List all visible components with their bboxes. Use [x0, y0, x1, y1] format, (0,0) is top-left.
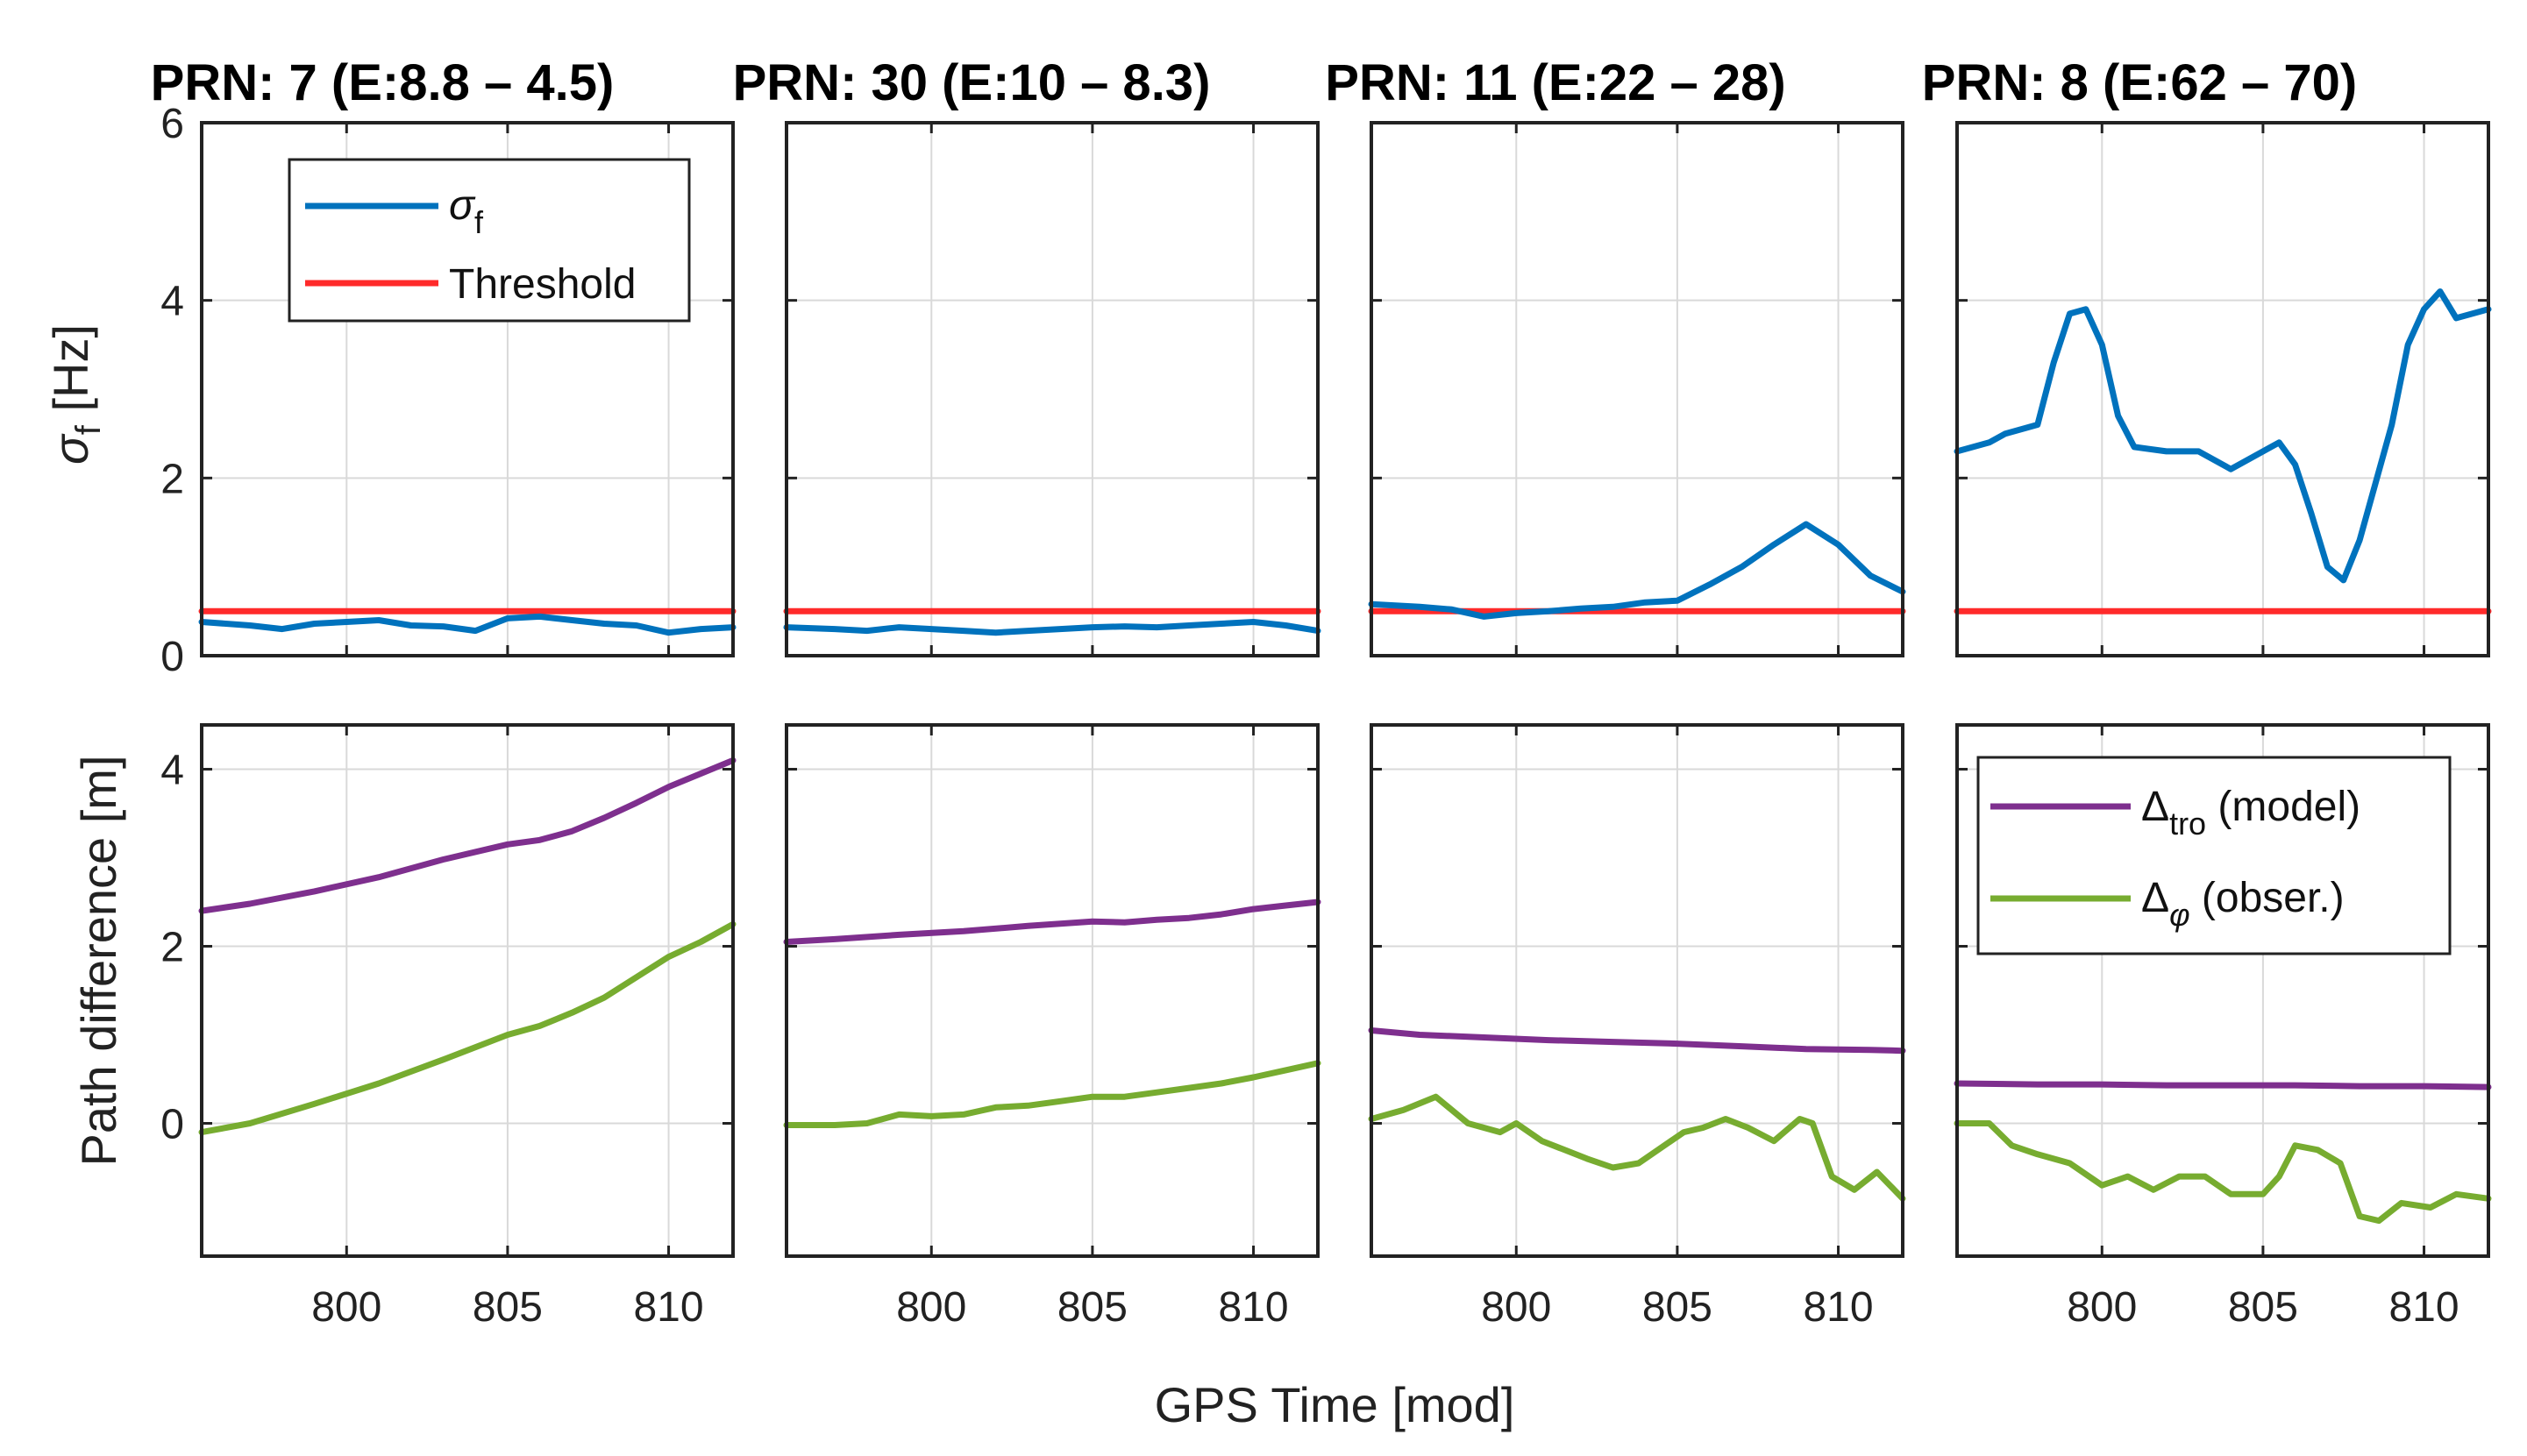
- panel-1-bottom: 0 2 4 800 805 810: [160, 723, 737, 1331]
- panel-3-bottom: 800 805 810: [1368, 723, 1906, 1331]
- sigma-series-3: [1368, 521, 1906, 620]
- axes-frame-2-bottom: [785, 723, 1320, 1258]
- legend-obs-symbol: Δ: [2141, 875, 2169, 921]
- xtick-label-1-800: 800: [311, 1284, 381, 1331]
- panels: 0 2 4 6 0 2 4 800 805 810 800 805 810 800 805 810 800 805…: [160, 101, 2492, 1331]
- xtick-label-2-810: 810: [1218, 1284, 1288, 1331]
- xtick-label-3-800: 800: [1481, 1284, 1551, 1331]
- ytick-label-top-2: 2: [160, 456, 184, 502]
- panel-2-bottom: 800 805 810: [783, 723, 1321, 1331]
- legend-obs-sub: φ: [2169, 897, 2189, 933]
- model-series-4: [1954, 1080, 2492, 1090]
- panel-title-1: PRN: 7 (E:8.8 – 4.5): [151, 54, 615, 111]
- legend-obs-label: Δφ (obser.): [2141, 875, 2345, 933]
- legend-model-sub: tro: [2169, 806, 2206, 842]
- x-axis-label: GPS Time [mod]: [1155, 1377, 1515, 1432]
- bottom-ylabel: Path difference [m]: [71, 756, 126, 1167]
- panel-title-3: PRN: 11 (E:22 – 28): [1325, 54, 1785, 111]
- legend-sigma-sub: f: [474, 204, 484, 240]
- legend-obs-suffix: (obser.): [2190, 875, 2345, 921]
- observed-series-3: [1368, 1093, 1906, 1202]
- legend-threshold-label: Threshold: [449, 261, 636, 308]
- ytick-label-bottom-4: 4: [160, 748, 184, 794]
- panel-1-top: 0 2 4 6: [160, 101, 737, 680]
- xtick-label-1-810: 810: [633, 1284, 703, 1331]
- legend-top: σf Threshold: [288, 158, 691, 323]
- observed-series-1: [198, 920, 737, 1136]
- observed-series-2: [783, 1060, 1321, 1128]
- axes-frame-4-bottom: [1955, 723, 2490, 1258]
- axes-frame-3-top: [1370, 121, 1904, 657]
- sigma-series-1: [198, 613, 737, 636]
- xtick-label-4-810: 810: [2388, 1284, 2459, 1331]
- model-series-3: [1368, 1027, 1906, 1055]
- xtick-label-3-805: 805: [1642, 1284, 1712, 1331]
- legend-bottom: Δtro (model) Δφ (obser.): [1976, 756, 2452, 955]
- legend-sigma-label: σf: [449, 182, 484, 240]
- axes-frame-2-top: [785, 121, 1320, 657]
- ytick-label-bottom-2: 2: [160, 925, 184, 971]
- panel-title-2: PRN: 30 (E:10 – 8.3): [733, 54, 1211, 111]
- sigma-series-4: [1954, 288, 2492, 584]
- xtick-label-4-805: 805: [2228, 1284, 2298, 1331]
- xtick-label-2-805: 805: [1057, 1284, 1128, 1331]
- panel-3-top: [1368, 121, 1906, 657]
- top-ylabel-symbol: σ: [43, 433, 98, 465]
- legend-model-label: Δtro (model): [2141, 784, 2360, 842]
- model-series-1: [198, 756, 737, 914]
- model-series-2: [783, 898, 1321, 945]
- top-ylabel-unit: [Hz]: [43, 324, 98, 425]
- xtick-label-2-800: 800: [896, 1284, 966, 1331]
- panel-2-top: [783, 121, 1321, 657]
- ytick-label-top-6: 6: [160, 101, 184, 147]
- top-ylabel: σf [Hz]: [43, 324, 108, 465]
- xtick-label-4-800: 800: [2067, 1284, 2137, 1331]
- axes-frame-1-top: [200, 121, 735, 657]
- legend-sigma-symbol: σ: [449, 182, 476, 229]
- top-ylabel-sub: f: [69, 424, 108, 435]
- axes-frame-3-bottom: [1370, 723, 1904, 1258]
- sigma-series-2: [783, 619, 1321, 636]
- axes-frame-4-top: [1955, 121, 2490, 657]
- ytick-label-bottom-0: 0: [160, 1102, 184, 1148]
- axes-frame-1-bottom: [200, 723, 735, 1258]
- panel-title-4: PRN: 8 (E:62 – 70): [1922, 54, 2357, 111]
- xtick-label-3-810: 810: [1803, 1284, 1873, 1331]
- legend-model-symbol: Δ: [2141, 784, 2169, 830]
- legend-model-suffix: (model): [2206, 784, 2360, 830]
- xtick-label-1-805: 805: [473, 1284, 543, 1331]
- observed-series-4: [1954, 1120, 2492, 1225]
- ytick-label-top-4: 4: [160, 279, 184, 325]
- panel-4-top: [1954, 121, 2492, 657]
- ytick-label-top-0: 0: [160, 634, 184, 680]
